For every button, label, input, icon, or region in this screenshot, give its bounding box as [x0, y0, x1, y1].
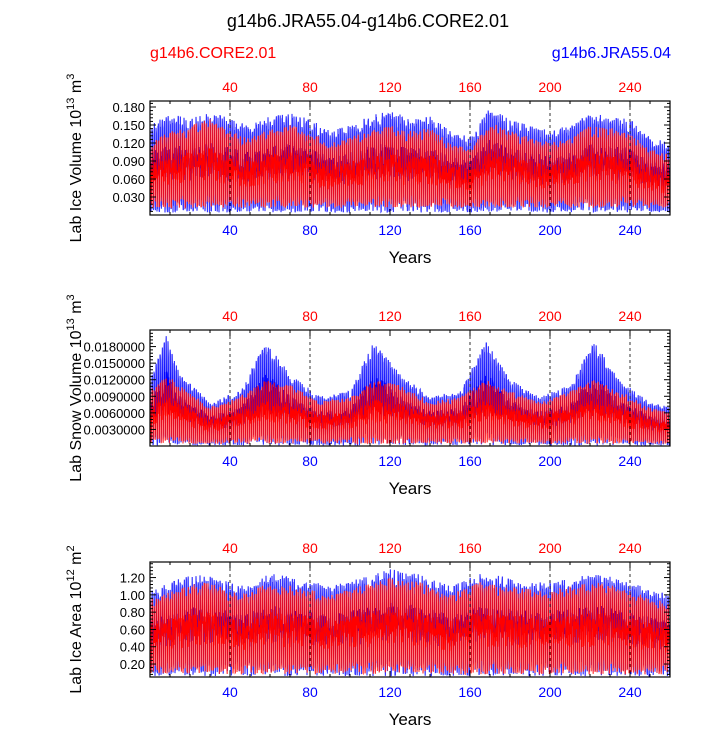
x-tick-label-top: 40: [222, 540, 238, 556]
x-tick-label-bottom: 160: [458, 453, 482, 469]
x-tick-label-top: 80: [302, 308, 318, 324]
series-line-core: [150, 119, 670, 210]
figure-title: g14b6.JRA55.04-g14b6.CORE2.01: [227, 11, 509, 31]
x-tick-label-bottom: 200: [538, 684, 562, 700]
y-tick-label: 0.0180000: [84, 340, 145, 355]
x-tick-label-bottom: 80: [302, 453, 318, 469]
x-tick-label-bottom: 120: [378, 453, 402, 469]
x-tick-label-bottom: 80: [302, 222, 318, 238]
x-tick-label-bottom: 240: [618, 222, 642, 238]
y-axis-label: Lab Ice Area 1012 m2: [65, 545, 85, 693]
x-tick-label-top: 160: [458, 540, 482, 556]
legend-jra-label: g14b6.JRA55.04: [552, 45, 671, 62]
x-tick-label-top: 40: [222, 308, 238, 324]
x-tick-label-bottom: 240: [618, 684, 642, 700]
y-tick-label: 0.0120000: [84, 373, 145, 388]
y-tick-label: 0.40: [120, 640, 145, 655]
x-tick-label-bottom: 200: [538, 222, 562, 238]
x-tick-label-top: 40: [222, 79, 238, 95]
y-tick-label: 0.060: [112, 172, 145, 187]
x-tick-label-bottom: 120: [378, 222, 402, 238]
x-tick-label-bottom: 40: [222, 684, 238, 700]
y-tick-label: 0.150: [112, 118, 145, 133]
y-tick-label: 0.120: [112, 136, 145, 151]
y-tick-label: 0.180: [112, 100, 145, 115]
panel-1: 40 80 120 160 200 240 40 80 120 160 200 240 0.030 0.0…: [65, 74, 671, 267]
x-tick-label-top: 160: [458, 308, 482, 324]
panels-group: 40 80 120 160 200 240 40 80 120 160 200 240 0.030 0.0…: [65, 74, 671, 729]
x-tick-label-top: 200: [538, 308, 562, 324]
y-tick-label: 0.0090000: [84, 389, 145, 404]
series-line-core: [150, 577, 670, 676]
x-tick-label-bottom: 160: [458, 222, 482, 238]
y-tick-label: 1.00: [120, 588, 145, 603]
series-line-core: [150, 378, 670, 445]
y-axis-label: Lab Snow Volume 1013 m3: [65, 294, 85, 481]
y-tick-label: 1.20: [120, 571, 145, 586]
x-tick-label-top: 80: [302, 79, 318, 95]
x-axis-label: Years: [389, 479, 432, 498]
panel-3: 40 80 120 160 200 240 40 80 120 160 200 240 0.20 0.40…: [65, 540, 671, 729]
x-tick-label-top: 120: [378, 79, 402, 95]
x-tick-label-top: 200: [538, 540, 562, 556]
x-tick-label-top: 240: [618, 308, 642, 324]
panel-2: 40 80 120 160 200 240 40 80 120 160 200 240 0.003000…: [65, 294, 671, 498]
x-tick-label-bottom: 200: [538, 453, 562, 469]
y-axis-label: Lab Ice Volume 1013 m3: [65, 74, 85, 243]
x-tick-label-top: 120: [378, 308, 402, 324]
y-tick-label: 0.20: [120, 657, 145, 672]
x-tick-label-bottom: 120: [378, 684, 402, 700]
y-tick-label: 0.0150000: [84, 356, 145, 371]
x-tick-label-bottom: 240: [618, 453, 642, 469]
x-tick-label-top: 240: [618, 79, 642, 95]
x-tick-label-bottom: 40: [222, 222, 238, 238]
x-tick-label-top: 240: [618, 540, 642, 556]
legend-core-label: g14b6.CORE2.01: [150, 45, 276, 62]
x-tick-label-bottom: 40: [222, 453, 238, 469]
y-tick-label: 0.0030000: [84, 422, 145, 437]
x-tick-label-bottom: 160: [458, 684, 482, 700]
x-tick-label-bottom: 80: [302, 684, 318, 700]
x-axis-label: Years: [389, 710, 432, 729]
x-tick-label-top: 80: [302, 540, 318, 556]
x-tick-label-top: 200: [538, 79, 562, 95]
y-tick-label: 0.090: [112, 154, 145, 169]
x-axis-label: Years: [389, 248, 432, 267]
y-tick-label: 0.0060000: [84, 406, 145, 421]
x-tick-label-top: 120: [378, 540, 402, 556]
y-tick-label: 0.80: [120, 605, 145, 620]
y-tick-label: 0.030: [112, 190, 145, 205]
x-tick-label-top: 160: [458, 79, 482, 95]
y-tick-label: 0.60: [120, 622, 145, 637]
